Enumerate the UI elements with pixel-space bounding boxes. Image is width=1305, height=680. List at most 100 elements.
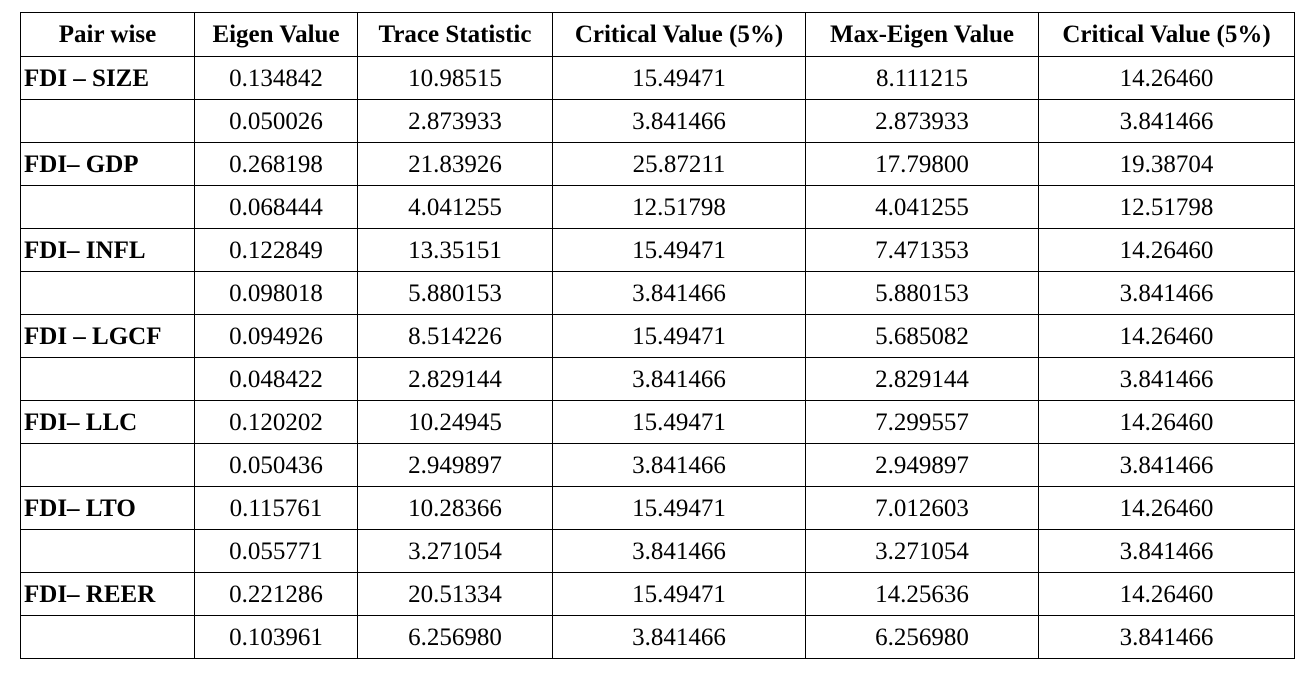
trace-statistic-cell: 2.949897 <box>357 443 553 487</box>
pair-cell <box>20 529 195 573</box>
pair-cell: FDI – LGCF <box>20 314 195 358</box>
header-row: Pair wise Eigen Value Trace Statistic Cr… <box>20 12 1295 57</box>
cointegration-results-table: Pair wise Eigen Value Trace Statistic Cr… <box>20 12 1295 659</box>
table-row: 0.048422 2.829144 3.841466 2.829144 3.841466 <box>20 357 1295 401</box>
table-row: FDI – LGCF 0.094926 8.514226 15.49471 5.6850… <box>20 314 1295 358</box>
eigen-value-cell: 0.268198 <box>194 142 358 186</box>
max-eigen-value-cell: 5.685082 <box>805 314 1039 358</box>
max-eigen-value-cell: 17.79800 <box>805 142 1039 186</box>
table-row: 0.050436 2.949897 3.841466 2.949897 3.841466 <box>20 443 1295 487</box>
max-eigen-critical-value-cell: 3.841466 <box>1038 99 1295 143</box>
header-max-eigen-value: Max-Eigen Value <box>805 12 1039 57</box>
max-eigen-value-cell: 7.299557 <box>805 400 1039 444</box>
trace-critical-value-cell: 3.841466 <box>552 615 806 659</box>
eigen-value-cell: 0.134842 <box>194 56 358 100</box>
trace-critical-value-cell: 15.49471 <box>552 400 806 444</box>
trace-statistic-cell: 4.041255 <box>357 185 553 229</box>
table-row: FDI– LLC 0.120202 10.24945 15.49471 7.299557… <box>20 400 1295 444</box>
pair-cell <box>20 615 195 659</box>
header-max-eigen-critical-value: Critical Value (5%) <box>1038 12 1295 57</box>
max-eigen-critical-value-cell: 14.26460 <box>1038 400 1295 444</box>
max-eigen-value-cell: 5.880153 <box>805 271 1039 315</box>
table-row: 0.103961 6.256980 3.841466 6.256980 3.841466 <box>20 615 1295 659</box>
max-eigen-value-cell: 2.949897 <box>805 443 1039 487</box>
eigen-value-cell: 0.050026 <box>194 99 358 143</box>
max-eigen-value-cell: 8.111215 <box>805 56 1039 100</box>
eigen-value-cell: 0.115761 <box>194 486 358 530</box>
table-row: 0.055771 3.271054 3.841466 3.271054 3.841466 <box>20 529 1295 573</box>
max-eigen-critical-value-cell: 12.51798 <box>1038 185 1295 229</box>
max-eigen-critical-value-cell: 14.26460 <box>1038 572 1295 616</box>
max-eigen-critical-value-cell: 3.841466 <box>1038 271 1295 315</box>
max-eigen-value-cell: 6.256980 <box>805 615 1039 659</box>
trace-statistic-cell: 2.873933 <box>357 99 553 143</box>
eigen-value-cell: 0.122849 <box>194 228 358 272</box>
pair-cell <box>20 271 195 315</box>
trace-statistic-cell: 5.880153 <box>357 271 553 315</box>
trace-critical-value-cell: 12.51798 <box>552 185 806 229</box>
header-eigen-value: Eigen Value <box>194 12 358 57</box>
pair-cell <box>20 185 195 229</box>
max-eigen-critical-value-cell: 3.841466 <box>1038 615 1295 659</box>
table-row: FDI– INFL 0.122849 13.35151 15.49471 7.47135… <box>20 228 1295 272</box>
trace-statistic-cell: 2.829144 <box>357 357 553 401</box>
trace-critical-value-cell: 3.841466 <box>552 357 806 401</box>
trace-statistic-cell: 6.256980 <box>357 615 553 659</box>
trace-critical-value-cell: 15.49471 <box>552 314 806 358</box>
pair-cell: FDI– LLC <box>20 400 195 444</box>
trace-critical-value-cell: 15.49471 <box>552 486 806 530</box>
trace-statistic-cell: 21.83926 <box>357 142 553 186</box>
max-eigen-critical-value-cell: 14.26460 <box>1038 314 1295 358</box>
max-eigen-critical-value-cell: 3.841466 <box>1038 529 1295 573</box>
eigen-value-cell: 0.055771 <box>194 529 358 573</box>
max-eigen-value-cell: 2.873933 <box>805 99 1039 143</box>
max-eigen-critical-value-cell: 14.26460 <box>1038 228 1295 272</box>
header-trace-statistic: Trace Statistic <box>357 12 553 57</box>
eigen-value-cell: 0.103961 <box>194 615 358 659</box>
trace-statistic-cell: 8.514226 <box>357 314 553 358</box>
trace-statistic-cell: 10.98515 <box>357 56 553 100</box>
trace-statistic-cell: 13.35151 <box>357 228 553 272</box>
eigen-value-cell: 0.120202 <box>194 400 358 444</box>
table-row: FDI – SIZE 0.134842 10.98515 15.49471 8.1112… <box>20 56 1295 100</box>
table-row: FDI– GDP 0.268198 21.83926 25.87211 17.79800… <box>20 142 1295 186</box>
header-pair-wise: Pair wise <box>20 12 195 57</box>
eigen-value-cell: 0.098018 <box>194 271 358 315</box>
table-row: 0.068444 4.041255 12.51798 4.041255 12.51798 <box>20 185 1295 229</box>
max-eigen-value-cell: 2.829144 <box>805 357 1039 401</box>
pair-cell: FDI– INFL <box>20 228 195 272</box>
table-body: FDI – SIZE 0.134842 10.98515 15.49471 8.1112… <box>20 56 1295 659</box>
max-eigen-critical-value-cell: 19.38704 <box>1038 142 1295 186</box>
max-eigen-critical-value-cell: 14.26460 <box>1038 56 1295 100</box>
trace-statistic-cell: 20.51334 <box>357 572 553 616</box>
max-eigen-value-cell: 4.041255 <box>805 185 1039 229</box>
trace-critical-value-cell: 15.49471 <box>552 572 806 616</box>
trace-critical-value-cell: 3.841466 <box>552 443 806 487</box>
max-eigen-critical-value-cell: 3.841466 <box>1038 357 1295 401</box>
pair-cell: FDI – SIZE <box>20 56 195 100</box>
pair-cell: FDI– LTO <box>20 486 195 530</box>
table-row: FDI– LTO 0.115761 10.28366 15.49471 7.012603… <box>20 486 1295 530</box>
table-row: 0.050026 2.873933 3.841466 2.873933 3.841466 <box>20 99 1295 143</box>
eigen-value-cell: 0.048422 <box>194 357 358 401</box>
eigen-value-cell: 0.094926 <box>194 314 358 358</box>
header-trace-critical-value: Critical Value (5%) <box>552 12 806 57</box>
max-eigen-critical-value-cell: 14.26460 <box>1038 486 1295 530</box>
trace-critical-value-cell: 3.841466 <box>552 99 806 143</box>
max-eigen-critical-value-cell: 3.841466 <box>1038 443 1295 487</box>
pair-cell <box>20 99 195 143</box>
pair-cell <box>20 357 195 401</box>
pair-cell: FDI– GDP <box>20 142 195 186</box>
trace-statistic-cell: 10.24945 <box>357 400 553 444</box>
max-eigen-value-cell: 14.25636 <box>805 572 1039 616</box>
eigen-value-cell: 0.221286 <box>194 572 358 616</box>
table-row: FDI– REER 0.221286 20.51334 15.49471 14.2563… <box>20 572 1295 616</box>
table-header: Pair wise Eigen Value Trace Statistic Cr… <box>20 12 1295 57</box>
trace-critical-value-cell: 3.841466 <box>552 271 806 315</box>
trace-critical-value-cell: 3.841466 <box>552 529 806 573</box>
pair-cell: FDI– REER <box>20 572 195 616</box>
max-eigen-value-cell: 3.271054 <box>805 529 1039 573</box>
eigen-value-cell: 0.068444 <box>194 185 358 229</box>
pair-cell <box>20 443 195 487</box>
trace-statistic-cell: 3.271054 <box>357 529 553 573</box>
